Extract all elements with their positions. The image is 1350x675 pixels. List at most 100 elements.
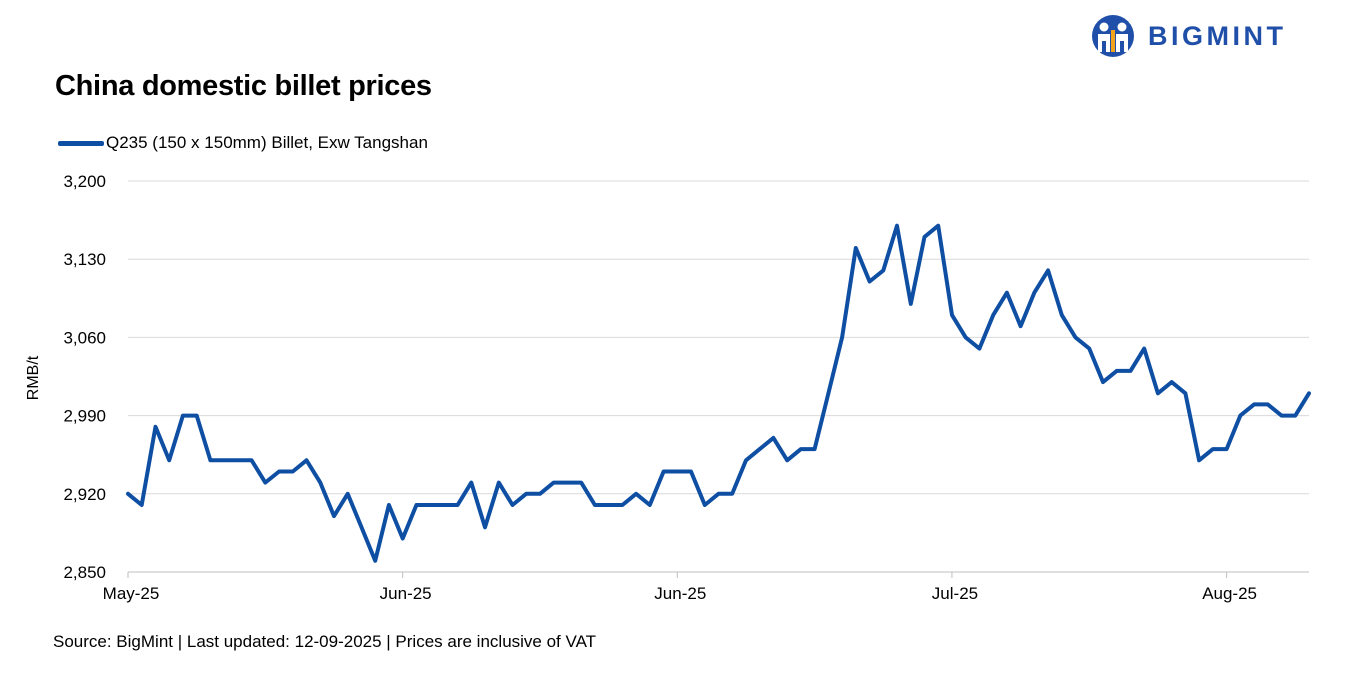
bigmint-logo-icon — [1092, 15, 1134, 57]
series-line — [126, 223, 1311, 563]
x-tick-label: May-25 — [103, 584, 160, 603]
data-point — [1019, 325, 1022, 328]
series-group — [126, 223, 1311, 563]
y-tick-label: 3,200 — [63, 172, 106, 191]
x-tick-label: Aug-25 — [1202, 584, 1257, 603]
chart-title: China domestic billet prices — [55, 70, 432, 102]
data-point — [895, 224, 899, 227]
data-point — [937, 224, 940, 227]
legend-swatch — [58, 140, 104, 146]
data-point — [772, 436, 775, 440]
y-tick-label: 3,130 — [63, 250, 106, 269]
data-point — [689, 470, 693, 473]
data-point — [1280, 414, 1283, 417]
data-point — [950, 313, 954, 317]
data-point — [676, 470, 679, 473]
data-point — [1197, 459, 1201, 462]
data-point — [401, 537, 404, 540]
data-point — [882, 269, 885, 272]
data-point — [181, 414, 185, 417]
data-point — [209, 459, 212, 462]
data-point — [1129, 369, 1132, 373]
legend-label: Q235 (150 x 150mm) Billet, Exw Tangshan — [106, 133, 428, 152]
data-point — [1170, 380, 1173, 384]
data-point — [566, 481, 569, 484]
y-tick-label: 3,060 — [63, 328, 106, 347]
data-point — [854, 246, 858, 250]
data-point — [991, 313, 995, 317]
data-point — [222, 459, 226, 462]
data-point — [1033, 291, 1036, 294]
data-point — [909, 302, 912, 306]
data-point — [319, 481, 322, 484]
data-point — [648, 503, 652, 507]
data-point — [813, 447, 816, 451]
data-point — [1088, 347, 1091, 350]
data-point — [1156, 392, 1160, 395]
data-point — [1046, 269, 1050, 272]
data-point — [634, 492, 638, 495]
data-point — [1005, 291, 1009, 294]
data-point — [497, 481, 500, 484]
data-point — [456, 503, 459, 507]
y-tick-labels: 2,850 2,920 2,990 3,060 3,130 3,200 — [63, 172, 106, 582]
data-point — [126, 492, 130, 495]
data-point — [483, 526, 487, 529]
data-point — [1074, 336, 1077, 339]
data-point — [538, 492, 542, 495]
data-point — [552, 481, 555, 484]
data-point — [1252, 403, 1256, 406]
data-point — [799, 447, 803, 451]
y-tick-label: 2,920 — [63, 485, 106, 504]
data-point — [1239, 414, 1242, 417]
data-point — [250, 459, 253, 462]
data-point — [717, 492, 720, 495]
data-point — [140, 503, 143, 507]
data-point — [1184, 392, 1187, 395]
data-point — [360, 526, 363, 529]
data-point — [621, 503, 624, 507]
data-point — [277, 470, 281, 473]
data-point — [785, 459, 789, 462]
data-point — [1307, 392, 1311, 395]
data-point — [1143, 347, 1146, 350]
data-point — [662, 470, 665, 473]
data-point — [607, 503, 610, 507]
x-tick-label: Jul-25 — [932, 584, 978, 603]
data-point — [923, 235, 926, 239]
data-point — [1211, 447, 1215, 451]
data-point — [1225, 447, 1228, 451]
data-point — [236, 459, 240, 462]
data-point — [387, 503, 391, 507]
data-point — [731, 492, 734, 495]
data-point — [758, 447, 761, 451]
data-point — [840, 336, 844, 339]
data-point — [978, 347, 981, 350]
data-point — [703, 503, 706, 507]
data-point — [428, 503, 432, 507]
data-point — [154, 425, 157, 428]
data-point — [470, 481, 473, 484]
data-point — [332, 514, 336, 518]
data-point — [579, 481, 583, 484]
x-tick-label: Jun-25 — [380, 584, 432, 603]
y-tick-label: 2,990 — [63, 407, 106, 426]
brand-name: BIGMINT — [1148, 20, 1287, 51]
data-point — [964, 336, 967, 339]
data-point — [744, 459, 748, 462]
data-point — [1101, 380, 1105, 384]
bigmint-logo: BIGMINT — [1090, 14, 1287, 58]
data-point — [511, 503, 514, 507]
grid-lines — [127, 180, 1309, 578]
footer-source: Source: BigMint | Last updated: 12-09-20… — [53, 632, 597, 651]
data-point — [373, 559, 377, 563]
data-point — [593, 503, 597, 507]
data-point — [264, 481, 267, 484]
data-point — [1294, 414, 1297, 417]
data-point — [305, 459, 308, 462]
data-point — [291, 470, 294, 473]
data-point — [827, 392, 830, 395]
data-point — [195, 414, 198, 417]
